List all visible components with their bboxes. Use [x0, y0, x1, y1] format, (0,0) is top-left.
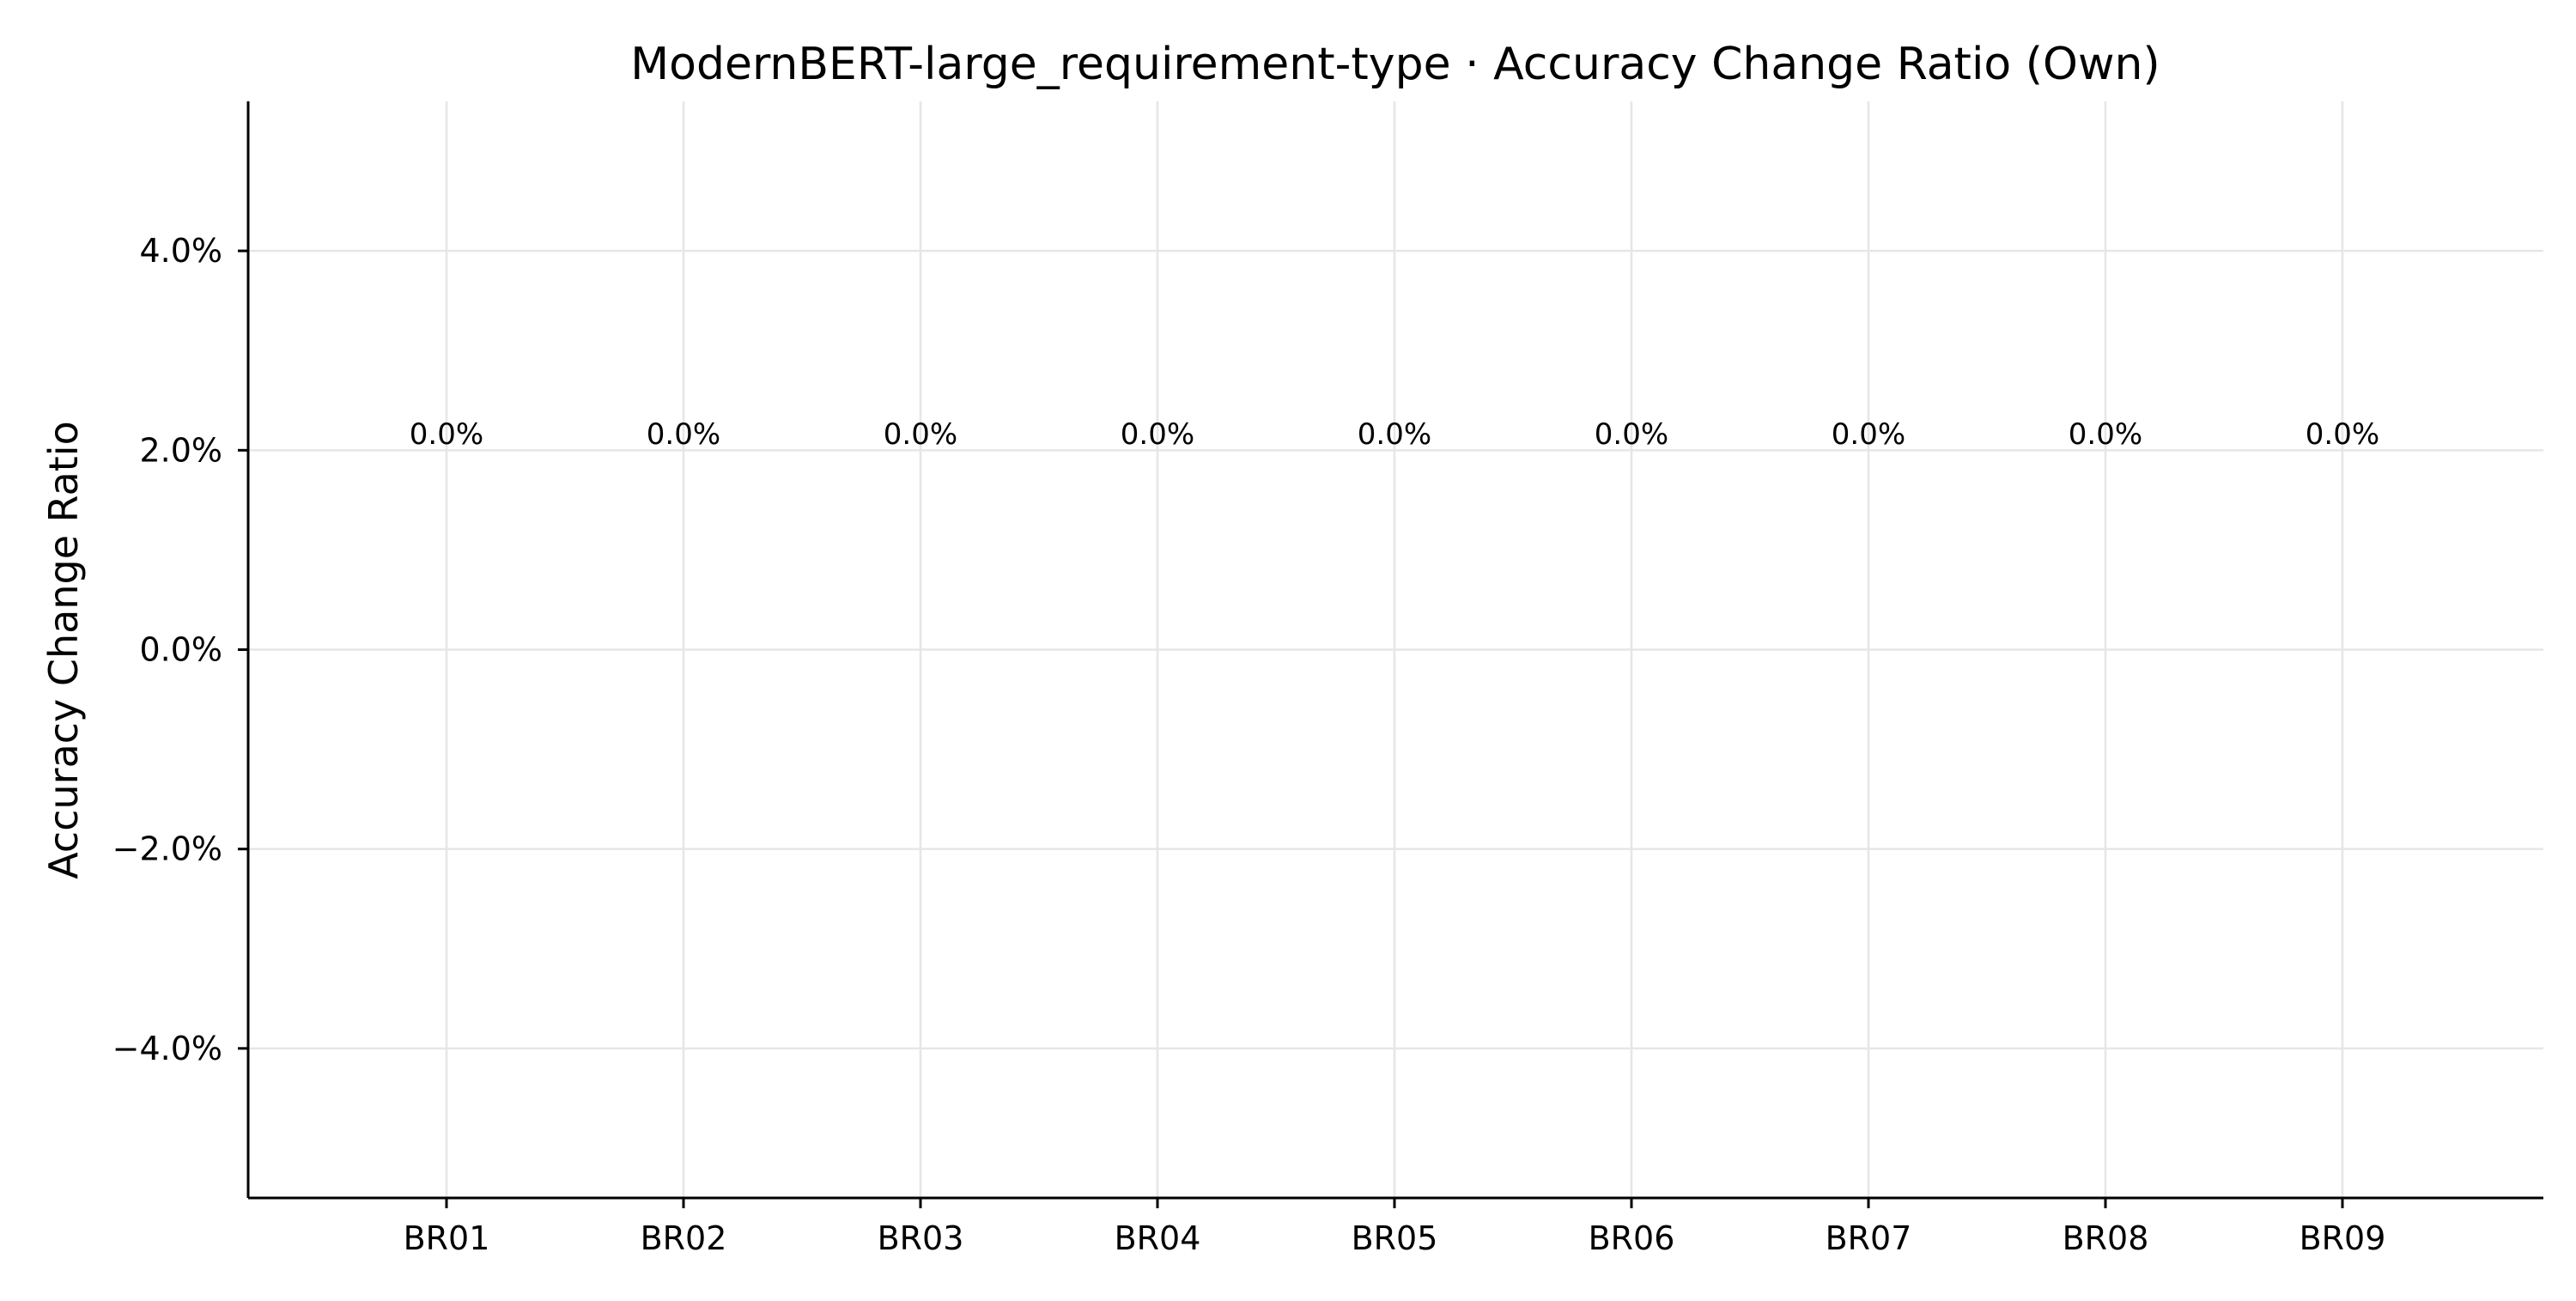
bar-value-label: 0.0%	[884, 417, 957, 452]
chart-title: ModernBERT-large_requirement-type · Accu…	[630, 39, 2160, 90]
x-tick-label: BR01	[404, 1219, 490, 1257]
x-tick-label: BR08	[2063, 1219, 2149, 1257]
x-tick-label: BR06	[1589, 1219, 1675, 1257]
grid-lines	[248, 101, 2543, 1198]
y-tick-label: −4.0%	[112, 1030, 222, 1067]
y-tick-label: 2.0%	[139, 431, 222, 469]
y-tick-label: 0.0%	[139, 631, 222, 669]
x-tick-label: BR02	[641, 1219, 727, 1257]
bar-value-label: 0.0%	[1832, 417, 1905, 452]
bar-value-label: 0.0%	[2069, 417, 2142, 452]
y-tick-label: −2.0%	[112, 830, 222, 868]
axis-ticks: −4.0% −2.0% 0.0% 2.0% 4.0% BR01 BR02 BR03 BR04 BR…	[112, 232, 2386, 1257]
bar-value-label: 0.0%	[410, 417, 483, 452]
y-axis-label: Accuracy Change Ratio	[40, 421, 87, 878]
x-tick-label: BR04	[1115, 1219, 1201, 1257]
bar-value-label: 0.0%	[647, 417, 720, 452]
x-tick-label: BR03	[878, 1219, 964, 1257]
bar-value-label: 0.0%	[1595, 417, 1668, 452]
x-tick-label: BR07	[1826, 1219, 1912, 1257]
x-tick-label: BR09	[2300, 1219, 2386, 1257]
data-labels: 0.0% 0.0% 0.0% 0.0% 0.0% 0.0% 0.0% 0.0% 0.0%	[410, 417, 2379, 452]
bar-value-label: 0.0%	[1358, 417, 1431, 452]
bar-value-label: 0.0%	[2306, 417, 2379, 452]
y-tick-label: 4.0%	[139, 232, 222, 270]
bar-value-label: 0.0%	[1121, 417, 1194, 452]
x-tick-label: BR05	[1352, 1219, 1438, 1257]
